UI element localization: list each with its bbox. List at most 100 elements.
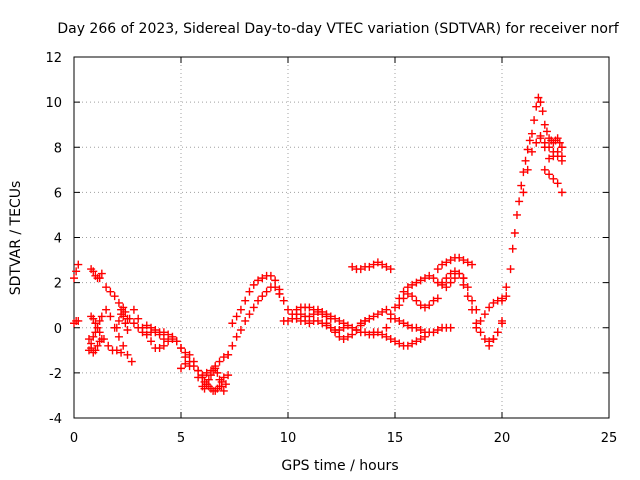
data-point — [403, 321, 412, 330]
data-point — [181, 353, 190, 362]
data-point — [93, 341, 102, 350]
data-point — [442, 274, 451, 283]
data-point — [517, 181, 526, 190]
data-point — [318, 307, 327, 316]
data-point — [450, 274, 459, 283]
data-point — [232, 312, 241, 321]
y-axis-label: SDTVAR / TECUs — [8, 181, 24, 296]
data-point — [373, 258, 382, 267]
data-point — [455, 253, 464, 262]
data-point — [102, 283, 111, 292]
data-point — [129, 319, 138, 328]
data-point — [416, 301, 425, 310]
data-point — [408, 280, 417, 289]
data-point — [249, 303, 258, 312]
data-point — [382, 323, 391, 332]
data-point — [284, 316, 292, 325]
data-point — [416, 335, 425, 344]
data-point — [254, 276, 263, 285]
data-point — [114, 316, 123, 325]
data-point — [485, 341, 494, 350]
data-point — [391, 337, 399, 346]
data-point — [498, 319, 506, 328]
data-point — [185, 357, 194, 366]
data-point — [395, 339, 404, 348]
data-point — [204, 375, 213, 384]
data-point — [538, 107, 547, 116]
data-point — [510, 228, 519, 237]
data-point — [155, 344, 164, 353]
data-point — [241, 316, 250, 325]
data-point — [502, 292, 511, 301]
data-point — [549, 152, 558, 161]
x-tick-label: 25 — [601, 431, 618, 446]
data-point — [305, 312, 314, 321]
data-point — [343, 332, 352, 341]
data-point — [313, 305, 322, 314]
data-point — [463, 258, 472, 267]
data-point — [525, 136, 534, 145]
data-point — [87, 339, 96, 348]
data-point — [84, 335, 93, 344]
data-point — [95, 328, 104, 337]
data-point — [420, 303, 429, 312]
data-point — [177, 364, 185, 373]
data-point — [540, 143, 549, 152]
data-point — [369, 260, 378, 269]
data-point — [292, 314, 301, 323]
data-point — [313, 316, 322, 325]
data-point — [339, 335, 348, 344]
data-point — [446, 278, 455, 287]
data-point — [553, 179, 562, 188]
data-point — [305, 303, 314, 312]
data-point — [519, 188, 528, 197]
data-point — [416, 326, 425, 335]
data-point — [224, 350, 233, 359]
data-point — [326, 323, 335, 332]
data-point — [463, 283, 472, 292]
data-point — [348, 262, 357, 271]
data-point — [412, 337, 421, 346]
data-point — [408, 339, 417, 348]
data-point — [322, 310, 331, 319]
data-point — [386, 265, 395, 274]
data-point — [416, 276, 425, 285]
y-tick-label: 4 — [54, 232, 62, 247]
chart-title: Day 266 of 2023, Sidereal Day-to-day VTE… — [57, 21, 619, 37]
data-point — [438, 278, 447, 287]
data-point — [138, 323, 147, 332]
data-point — [382, 305, 391, 314]
data-point — [399, 319, 408, 328]
data-point — [450, 267, 459, 276]
data-point — [121, 307, 130, 316]
data-point — [198, 373, 207, 382]
data-point — [545, 154, 554, 163]
data-point — [271, 276, 280, 285]
data-point — [331, 314, 340, 323]
data-point — [534, 93, 543, 102]
data-point — [123, 326, 132, 335]
data-point — [114, 332, 123, 341]
data-point — [284, 305, 292, 314]
data-point — [373, 310, 382, 319]
data-point — [485, 303, 494, 312]
data-point — [147, 323, 156, 332]
data-point — [403, 341, 412, 350]
data-point — [74, 260, 83, 269]
data-point — [361, 316, 370, 325]
data-point — [455, 269, 464, 278]
data-point — [553, 147, 562, 156]
x-tick-label: 5 — [177, 431, 185, 446]
data-point — [540, 120, 549, 129]
data-point — [412, 296, 421, 305]
data-point — [249, 280, 258, 289]
data-point — [536, 98, 545, 107]
data-point — [480, 335, 489, 344]
data-point — [468, 260, 477, 269]
data-point — [382, 332, 391, 341]
data-point — [463, 292, 472, 301]
data-point — [476, 316, 485, 325]
y-tick-label: -2 — [49, 367, 62, 382]
data-point — [322, 319, 331, 328]
data-point — [106, 312, 115, 321]
